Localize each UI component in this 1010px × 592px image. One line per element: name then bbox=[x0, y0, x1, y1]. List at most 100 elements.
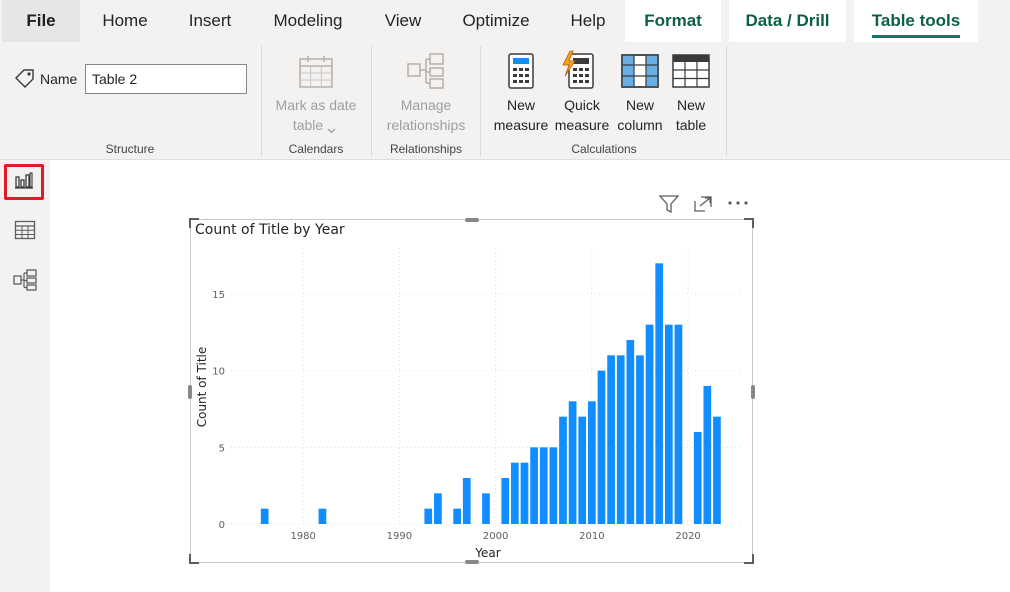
new-table-label-1: New bbox=[676, 97, 705, 113]
bar[interactable] bbox=[318, 508, 327, 524]
new-measure-label-1: New bbox=[506, 97, 535, 113]
tab-file[interactable]: File bbox=[2, 0, 80, 42]
ribbon-divider bbox=[371, 46, 372, 156]
x-tick-label: 2010 bbox=[579, 531, 604, 542]
y-tick-label: 15 bbox=[212, 290, 225, 301]
bar[interactable] bbox=[693, 432, 702, 524]
x-axis-title: Year bbox=[474, 546, 500, 560]
table-name-input[interactable] bbox=[85, 64, 247, 94]
bar[interactable] bbox=[530, 447, 538, 524]
bar[interactable] bbox=[607, 355, 615, 524]
mark-as-date-label-2: table bbox=[292, 117, 324, 133]
chart-visual[interactable]: Count of Title by Year 0 5 10 15 1980 1990 200… bbox=[188, 218, 755, 564]
more-options-icon[interactable] bbox=[727, 196, 749, 215]
resize-handle[interactable] bbox=[465, 560, 479, 564]
tab-view[interactable]: View bbox=[384, 11, 422, 30]
group-label-calendars: Calendars bbox=[288, 142, 344, 156]
y-axis-title: Count of Title bbox=[195, 347, 209, 428]
new-table-icon bbox=[672, 54, 710, 93]
bar[interactable] bbox=[568, 401, 577, 524]
resize-handle[interactable] bbox=[188, 385, 192, 399]
focus-mode-icon[interactable] bbox=[693, 195, 713, 218]
ribbon-divider bbox=[726, 46, 727, 156]
bar[interactable] bbox=[588, 401, 596, 524]
visual-header bbox=[655, 192, 755, 214]
tab-modeling[interactable]: Modeling bbox=[273, 11, 343, 30]
bar[interactable] bbox=[260, 508, 269, 524]
tab-format[interactable]: Format bbox=[625, 0, 721, 42]
quick-measure-label-2: measure bbox=[554, 117, 610, 133]
bar[interactable] bbox=[424, 508, 433, 524]
resize-handle[interactable] bbox=[465, 218, 479, 222]
report-view-button[interactable] bbox=[4, 164, 44, 200]
resize-handle[interactable] bbox=[189, 554, 199, 564]
tab-home[interactable]: Home bbox=[102, 11, 148, 30]
bar[interactable] bbox=[636, 355, 644, 524]
resize-handle[interactable] bbox=[744, 554, 754, 564]
new-column-label-2: column bbox=[617, 117, 663, 133]
ribbon: Name Structure Mark as date table Calend… bbox=[0, 42, 1010, 160]
relationships-icon bbox=[406, 52, 446, 95]
quick-measure-label-1: Quick bbox=[564, 97, 600, 113]
calendar-icon bbox=[298, 54, 334, 95]
bar[interactable] bbox=[578, 416, 587, 524]
filter-icon[interactable] bbox=[658, 194, 680, 219]
x-tick-label: 1980 bbox=[290, 531, 315, 542]
resize-handle[interactable] bbox=[744, 218, 754, 228]
name-label: Name bbox=[40, 71, 78, 87]
new-measure-label-2: measure bbox=[493, 117, 549, 133]
bar[interactable] bbox=[674, 324, 683, 524]
resize-handle[interactable] bbox=[189, 218, 199, 228]
bar[interactable] bbox=[703, 386, 712, 524]
tab-help[interactable]: Help bbox=[570, 11, 606, 30]
chevron-down-icon bbox=[327, 121, 336, 139]
manage-relationships-label-2: relationships bbox=[386, 117, 466, 133]
bar-chart: 0 5 10 15 1980 1990 2000 2010 2020 Year Count of… bbox=[195, 248, 741, 560]
tab-data-drill[interactable]: Data / Drill bbox=[729, 0, 846, 42]
group-label-relationships: Relationships bbox=[389, 142, 463, 156]
bar[interactable] bbox=[482, 493, 490, 524]
bar[interactable] bbox=[501, 478, 510, 524]
bar[interactable] bbox=[616, 355, 625, 524]
bar[interactable] bbox=[453, 508, 461, 524]
bar[interactable] bbox=[549, 447, 558, 524]
group-label-structure: Structure bbox=[105, 142, 155, 156]
bar[interactable] bbox=[713, 416, 721, 524]
y-tick-label: 10 bbox=[212, 367, 225, 378]
bar[interactable] bbox=[655, 263, 664, 524]
tab-table-tools[interactable]: Table tools bbox=[854, 0, 978, 42]
tab-optimize[interactable]: Optimize bbox=[462, 11, 530, 30]
bar[interactable] bbox=[664, 324, 673, 524]
bar[interactable] bbox=[434, 493, 442, 524]
bar[interactable] bbox=[597, 370, 606, 524]
resize-handle[interactable] bbox=[751, 385, 755, 399]
ribbon-tab-bar: File Home Insert Modeling View Optimize … bbox=[0, 0, 1010, 42]
view-switcher-rail bbox=[0, 160, 50, 592]
manage-relationships-label-1: Manage bbox=[400, 97, 452, 113]
y-tick-label: 0 bbox=[219, 520, 225, 531]
ribbon-divider bbox=[480, 46, 481, 156]
bar[interactable] bbox=[559, 416, 567, 524]
group-label-calculations: Calculations bbox=[571, 142, 637, 156]
bar[interactable] bbox=[626, 340, 635, 524]
y-tick-label: 5 bbox=[219, 443, 225, 454]
table-view-icon bbox=[14, 220, 36, 245]
table-view-button[interactable] bbox=[8, 215, 42, 249]
mark-as-date-label-1: Mark as date bbox=[275, 97, 357, 113]
model-view-button[interactable] bbox=[8, 265, 42, 299]
bar[interactable] bbox=[511, 462, 519, 524]
x-tick-label: 1990 bbox=[387, 531, 412, 542]
report-view-icon bbox=[14, 171, 34, 194]
new-column-label-1: New bbox=[625, 97, 654, 113]
x-tick-label: 2000 bbox=[483, 531, 508, 542]
new-table-label-2: table bbox=[675, 117, 707, 133]
x-tick-label: 2020 bbox=[675, 531, 700, 542]
bar[interactable] bbox=[645, 324, 654, 524]
tab-insert[interactable]: Insert bbox=[188, 11, 232, 30]
bar[interactable] bbox=[520, 462, 529, 524]
new-column-icon bbox=[621, 54, 659, 93]
bar[interactable] bbox=[539, 447, 548, 524]
calculator-icon bbox=[506, 52, 536, 95]
bar[interactable] bbox=[462, 478, 471, 524]
quick-measure-icon bbox=[560, 50, 596, 95]
